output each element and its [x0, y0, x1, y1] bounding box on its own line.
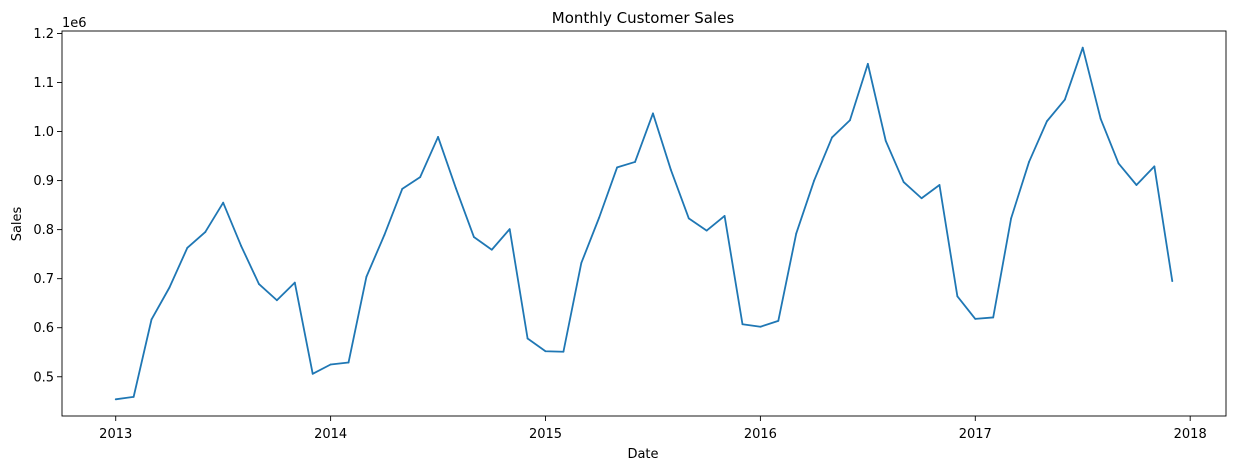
data-point [759, 325, 762, 328]
data-point [956, 295, 959, 298]
data-point [275, 299, 278, 302]
plot-area [61, 30, 1227, 417]
y-tick-label: 1.1 [33, 76, 54, 91]
x-tick-label: 2018 [1174, 427, 1207, 442]
data-point [849, 119, 851, 122]
data-point [383, 234, 386, 236]
y-tick-label: 0.5 [33, 370, 54, 385]
x-tick-label: 2017 [959, 427, 992, 442]
data-point [1046, 120, 1048, 123]
data-point [222, 201, 225, 204]
data-point [1117, 162, 1120, 165]
data-point [831, 136, 833, 139]
x-axis: 2013 2014 2015 2016 2017 2018 [99, 416, 1207, 442]
data-point [938, 184, 941, 186]
data-point [795, 232, 798, 235]
data-point [634, 161, 636, 163]
sales-line [115, 46, 1174, 401]
data-point [813, 179, 816, 182]
data-point [1010, 217, 1013, 220]
data-point [705, 229, 708, 232]
sales-points [114, 46, 1174, 401]
data-point [992, 316, 995, 319]
data-point [490, 248, 493, 251]
data-point [562, 350, 565, 353]
data-point [186, 246, 189, 249]
data-point [544, 350, 547, 353]
data-point [329, 363, 332, 366]
data-point [401, 188, 404, 190]
data-point [669, 168, 672, 171]
data-point [1063, 98, 1066, 101]
data-point [437, 136, 439, 138]
data-point [168, 286, 171, 289]
data-point [652, 112, 654, 115]
data-point [1099, 117, 1102, 120]
x-tick-label: 2016 [744, 427, 777, 442]
data-point [526, 337, 529, 340]
data-point [1028, 161, 1030, 163]
data-point [687, 217, 690, 220]
chart-title: Monthly Customer Sales [552, 9, 735, 27]
data-point [419, 176, 422, 179]
data-point [311, 372, 314, 375]
plot-frame [61, 30, 1227, 417]
x-tick-label: 2013 [99, 427, 132, 442]
data-point [1081, 46, 1084, 49]
y-offset-label: 1e6 [62, 16, 87, 31]
data-point [580, 262, 583, 264]
data-point [472, 236, 475, 238]
data-point [598, 216, 601, 219]
data-point [777, 319, 780, 322]
data-point [884, 139, 887, 142]
data-point [258, 283, 260, 285]
data-point [240, 244, 242, 247]
y-tick-label: 0.8 [33, 223, 54, 238]
data-point [866, 62, 869, 65]
y-tick-label: 1.0 [33, 125, 54, 140]
data-point [347, 361, 350, 364]
data-point [1135, 184, 1138, 186]
y-tick-label: 0.9 [33, 174, 54, 189]
data-point [902, 181, 905, 183]
data-point [508, 228, 511, 231]
data-point [1153, 165, 1156, 168]
x-axis-label: Date [627, 447, 658, 462]
data-point [132, 395, 135, 398]
y-tick-label: 0.6 [33, 321, 54, 336]
x-tick-label: 2014 [314, 427, 347, 442]
y-axis-label: Sales [10, 206, 25, 241]
data-point [974, 317, 977, 320]
data-point [616, 166, 619, 169]
y-tick-label: 0.7 [33, 272, 54, 287]
y-tick-label: 1.2 [33, 27, 54, 42]
data-point [741, 323, 744, 326]
data-point [293, 281, 296, 284]
data-point [204, 231, 207, 233]
data-point [365, 275, 368, 278]
data-point [114, 398, 117, 401]
data-point [1171, 280, 1174, 283]
y-axis: 0.5 0.6 0.7 0.8 0.9 1.0 1.1 1.2 [33, 27, 62, 385]
data-point [920, 197, 923, 200]
data-point [455, 187, 457, 190]
x-tick-label: 2015 [529, 427, 562, 442]
data-point [150, 318, 153, 321]
data-point [723, 214, 726, 217]
